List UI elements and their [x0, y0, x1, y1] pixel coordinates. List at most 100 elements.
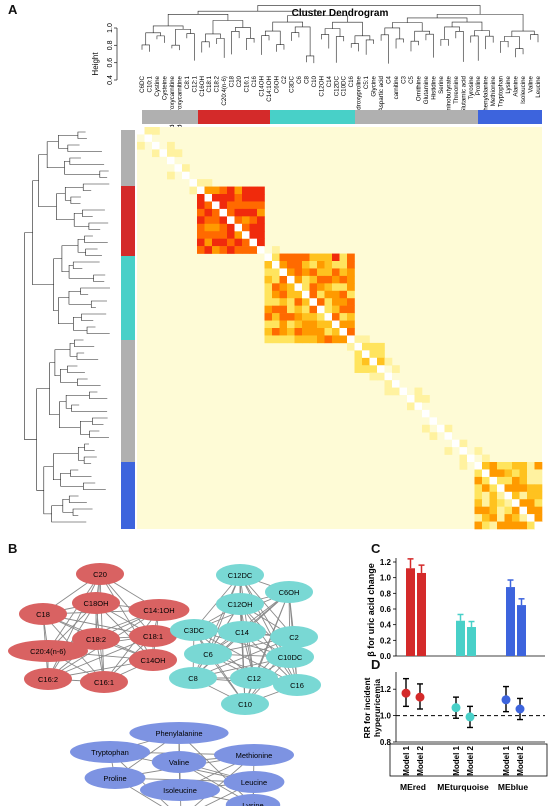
panel-label-c: C	[371, 541, 381, 556]
heatmap-cell	[444, 424, 453, 433]
heatmap-cell	[347, 283, 355, 292]
network-node-turquoise	[216, 593, 264, 615]
heatmap-cell	[272, 290, 280, 299]
heatmap-cell	[257, 208, 265, 217]
heatmap-cell	[317, 275, 325, 284]
heatmap-cell	[257, 238, 265, 247]
heatmap-cell	[324, 298, 333, 306]
heatmap-cell	[264, 298, 273, 306]
dendrogram-leaf-label: C18	[229, 75, 236, 87]
dendrogram-branch	[332, 21, 363, 36]
heatmap-cell	[347, 253, 355, 262]
heatmap-cell	[459, 462, 468, 470]
heatmap-cell	[332, 261, 340, 269]
heatmap-diagonal-cell	[234, 223, 242, 232]
heatmap-cell	[212, 194, 220, 202]
point-estimate	[465, 712, 475, 722]
dendrogram-leaf-label: C10DC	[341, 75, 348, 96]
heatmap-cell	[534, 506, 543, 515]
dendrogram-branch	[511, 30, 535, 37]
heatmap-diagonal-cell	[264, 253, 272, 261]
heatmap-diagonal-cell	[302, 290, 310, 299]
heatmap-cell	[182, 164, 190, 172]
heatmap-diagonal-cell	[459, 447, 467, 455]
network-edge	[178, 732, 182, 806]
heatmap-cell	[294, 298, 303, 306]
dendrogram-branch	[62, 498, 74, 513]
heatmap-cell	[294, 335, 303, 344]
network-node-blue	[225, 794, 281, 806]
heatmap-cell	[324, 268, 333, 277]
bar	[456, 620, 465, 656]
dendrogram-branch	[70, 196, 81, 204]
heatmap-cell	[249, 216, 258, 225]
heatmap-cell	[377, 357, 385, 366]
heatmap-cell	[377, 372, 385, 381]
dendrogram-leaf-label: Threonine	[453, 75, 460, 103]
dendrogram-ylabel: Height	[91, 52, 100, 76]
chart-c-bars	[406, 558, 526, 656]
heatmap-cell	[474, 476, 483, 485]
heatmap-cell	[242, 194, 250, 202]
heatmap-cell	[227, 201, 235, 210]
heatmap-cell	[264, 268, 273, 277]
heatmap-cell	[482, 491, 490, 500]
network-node-turquoise	[170, 619, 218, 641]
heatmap-cell	[242, 223, 250, 232]
heatmap-cell	[332, 313, 340, 321]
dendrogram-branch	[52, 453, 79, 481]
dendrogram-branch	[82, 183, 110, 191]
heatmap-diagonal-cell	[534, 521, 542, 529]
heatmap-cell	[339, 298, 348, 306]
dendrogram-branch	[68, 290, 92, 305]
heatmap-cell	[407, 402, 415, 411]
heatmap-diagonal-cell	[474, 462, 482, 470]
heatmap-cell	[332, 305, 340, 314]
heatmap-cell	[474, 521, 483, 530]
heatmap-cell	[234, 186, 243, 195]
dendrogram-leaf-label: 3-dehydroxycarnitine	[169, 75, 176, 133]
heatmap-cell	[167, 149, 175, 158]
dendrogram-leaf-label: C8:1	[184, 75, 191, 89]
dendrogram-branch	[77, 238, 86, 253]
dendrogram-branch	[451, 21, 483, 31]
dendrogram-branch	[392, 22, 423, 32]
dendrogram-branch	[70, 469, 92, 477]
heatmap-cell	[429, 432, 438, 440]
heatmap-cell	[414, 387, 423, 396]
module-color-segment	[142, 110, 198, 124]
heatmap-cell	[512, 506, 520, 515]
network-node-blue	[70, 741, 150, 763]
network-node-label: C14OH	[140, 656, 165, 665]
dendrogram-leaf-label: Phenylalanine	[483, 75, 490, 114]
network-node-label: C16:1	[94, 678, 114, 687]
heatmap-cell	[324, 275, 333, 284]
heatmap-diagonal-cell	[144, 134, 152, 142]
heatmap-cell	[414, 395, 423, 403]
heatmap-cell	[197, 201, 205, 210]
dendrogram-branch	[216, 38, 225, 58]
module-color-segment	[198, 110, 270, 124]
dendrogram-branch	[291, 32, 300, 41]
dendrogram-leaf-label: C20	[236, 75, 243, 87]
x-category-label: Model 1	[452, 745, 461, 775]
dendrogram-branch	[74, 339, 95, 347]
heatmap-cell	[219, 216, 228, 225]
heatmap-cell	[227, 238, 235, 247]
network-node-red	[129, 649, 177, 671]
dendrogram-leaf-label: Histidine	[430, 75, 437, 99]
heatmap-cell	[527, 469, 535, 478]
heatmap-diagonal-cell	[287, 275, 295, 284]
heatmap-cell	[152, 149, 160, 158]
heatmap-cell	[309, 290, 318, 299]
heatmap-cell	[309, 313, 318, 321]
dendrogram-branch	[276, 44, 285, 52]
dendrogram-branch	[68, 495, 87, 503]
heatmap-cell	[474, 469, 483, 478]
heatmap-cell	[519, 462, 528, 470]
network-edge	[103, 609, 160, 683]
module-color-segment	[478, 110, 542, 124]
heatmap-cell	[309, 275, 318, 284]
module-color-segment	[121, 130, 135, 186]
group-label: MEred	[400, 782, 426, 792]
